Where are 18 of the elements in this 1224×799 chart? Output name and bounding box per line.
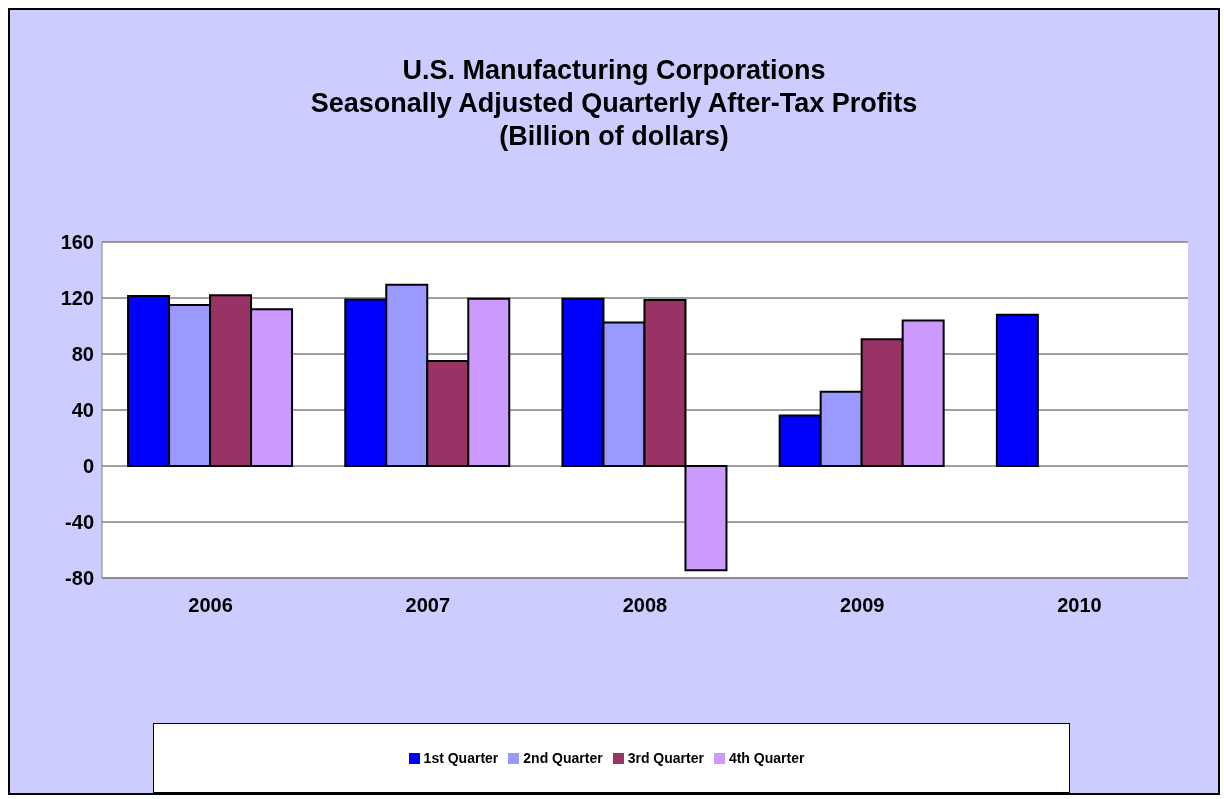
y-tick-label: -80 (65, 567, 94, 590)
legend-label: 4th Quarter (728, 750, 805, 766)
legend-label: 1st Quarter (423, 750, 499, 766)
y-tick-label: 80 (71, 343, 94, 366)
x-tick-label: 2006 (188, 594, 233, 617)
x-tick-label: 2007 (405, 594, 451, 617)
y-tick-label: 40 (71, 399, 94, 422)
x-tick-label: 2010 (1057, 594, 1102, 617)
y-tick-label: 0 (82, 455, 94, 478)
y-tick-label: 120 (60, 287, 94, 310)
legend-label: 2nd Quarter (523, 750, 603, 766)
legend-label: 3rd Quarter (627, 750, 704, 766)
chart-title: U.S. Manufacturing Corporations Seasonally Adjusted Quarterly After-Tax Profits (Billion of dollars) (309, 54, 919, 153)
bar (995, 313, 1039, 467)
y-tick-label: -40 (65, 511, 94, 534)
x-tick-label: 2008 (622, 594, 668, 617)
x-tick-label: 2009 (839, 594, 885, 617)
y-tick-label: 160 (60, 231, 94, 254)
